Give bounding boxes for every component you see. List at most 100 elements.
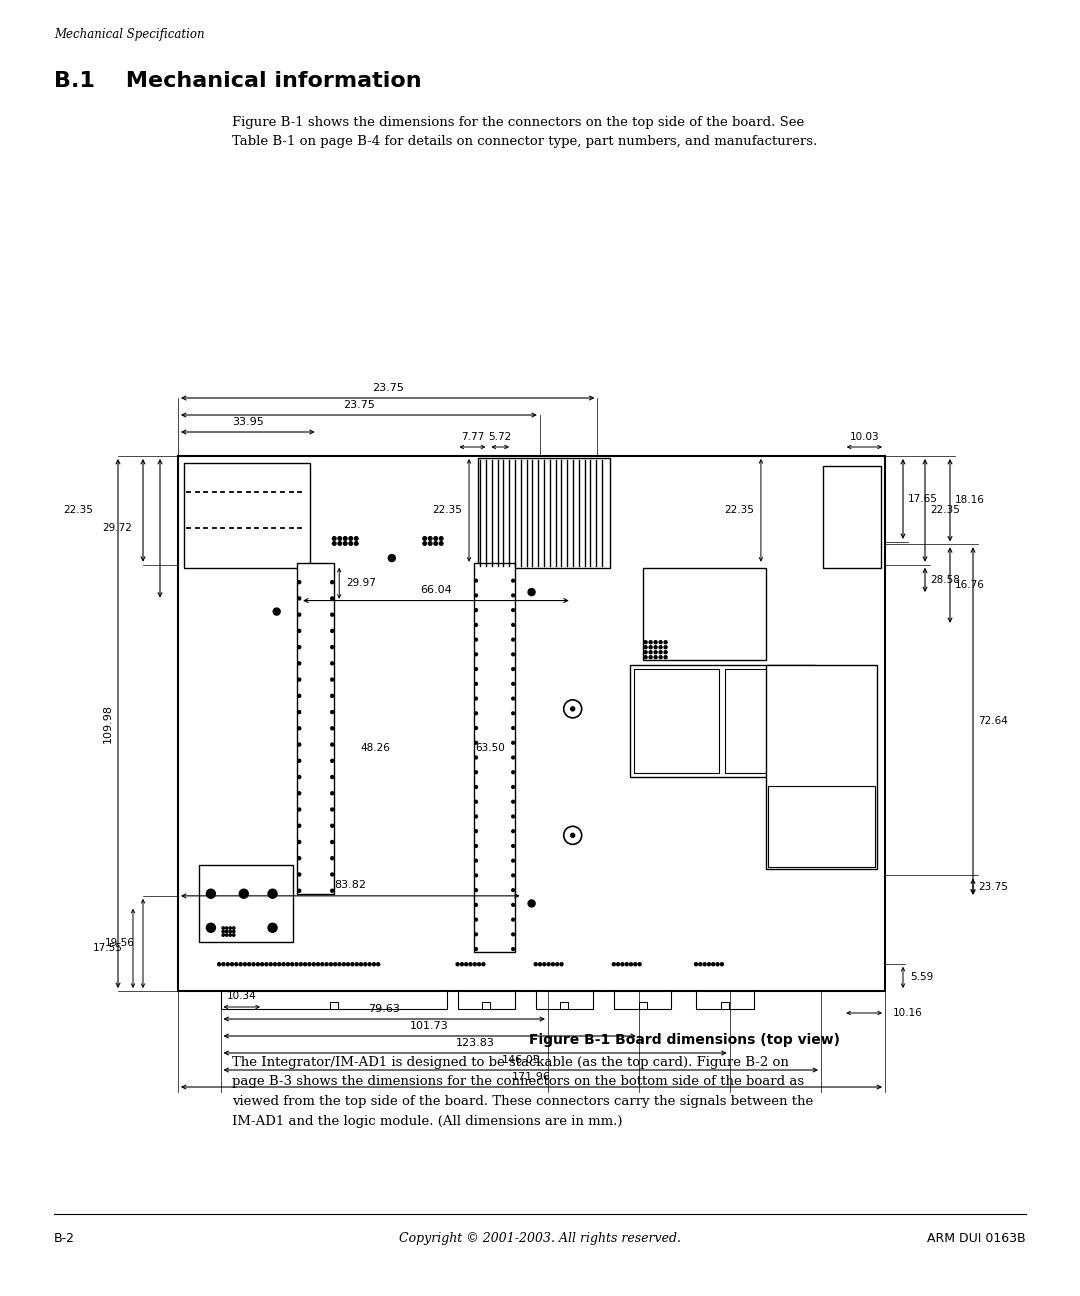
Circle shape: [291, 963, 294, 966]
Circle shape: [512, 815, 514, 818]
Circle shape: [852, 758, 854, 761]
Circle shape: [278, 963, 281, 966]
Circle shape: [630, 963, 633, 966]
Circle shape: [847, 767, 850, 770]
Circle shape: [349, 537, 352, 540]
Circle shape: [474, 829, 477, 832]
Circle shape: [659, 640, 662, 644]
Circle shape: [298, 613, 300, 616]
Text: 5.72: 5.72: [488, 432, 512, 442]
Circle shape: [474, 815, 477, 818]
Circle shape: [512, 845, 514, 848]
Circle shape: [703, 963, 706, 966]
Circle shape: [226, 963, 229, 966]
Circle shape: [282, 963, 285, 966]
Bar: [638, 1002, 647, 1010]
Circle shape: [298, 678, 300, 682]
Circle shape: [268, 923, 278, 932]
Circle shape: [338, 542, 341, 546]
Circle shape: [474, 947, 477, 950]
Circle shape: [570, 833, 575, 837]
Text: 17.55: 17.55: [93, 943, 123, 954]
Circle shape: [330, 889, 334, 892]
Circle shape: [434, 542, 437, 546]
Circle shape: [330, 695, 334, 697]
Circle shape: [474, 903, 477, 906]
Circle shape: [474, 667, 477, 670]
Text: 5.59: 5.59: [910, 972, 933, 982]
Circle shape: [343, 537, 347, 540]
Circle shape: [512, 918, 514, 921]
Circle shape: [229, 927, 231, 929]
Circle shape: [659, 651, 662, 653]
Circle shape: [852, 780, 854, 784]
Text: Copyright © 2001-2003. All rights reserved.: Copyright © 2001-2003. All rights reserv…: [399, 1232, 681, 1245]
Circle shape: [512, 653, 514, 656]
Circle shape: [474, 579, 477, 582]
Circle shape: [330, 613, 334, 616]
Bar: [823, 465, 881, 568]
Circle shape: [512, 594, 514, 596]
Circle shape: [512, 829, 514, 832]
Circle shape: [298, 807, 300, 811]
Circle shape: [474, 594, 477, 596]
Circle shape: [644, 651, 647, 653]
Text: 101.73: 101.73: [410, 1021, 449, 1032]
Circle shape: [847, 762, 850, 766]
Circle shape: [464, 963, 468, 966]
Circle shape: [364, 963, 367, 966]
Bar: [329, 1002, 338, 1010]
Text: 123.83: 123.83: [456, 1038, 495, 1048]
Circle shape: [330, 743, 334, 746]
Bar: [536, 991, 593, 1010]
Circle shape: [474, 727, 477, 730]
Text: Figure B-1 shows the dimensions for the connectors on the top side of the board.: Figure B-1 shows the dimensions for the …: [232, 117, 818, 149]
Text: 28.58: 28.58: [930, 575, 960, 584]
Circle shape: [377, 963, 380, 966]
Circle shape: [649, 645, 652, 649]
Circle shape: [528, 899, 535, 907]
Circle shape: [644, 640, 647, 644]
Circle shape: [316, 963, 320, 966]
Circle shape: [664, 651, 667, 653]
Circle shape: [232, 931, 235, 933]
Circle shape: [321, 963, 324, 966]
Circle shape: [512, 801, 514, 804]
Circle shape: [474, 712, 477, 714]
Circle shape: [247, 963, 251, 966]
Circle shape: [474, 697, 477, 700]
Circle shape: [852, 754, 854, 757]
Circle shape: [474, 638, 477, 642]
Circle shape: [649, 640, 652, 644]
Circle shape: [389, 555, 395, 561]
Circle shape: [512, 889, 514, 892]
Text: 10.16: 10.16: [893, 1008, 922, 1017]
Circle shape: [852, 776, 854, 779]
Circle shape: [221, 963, 225, 966]
Text: 48.26: 48.26: [361, 743, 390, 753]
Text: 29.97: 29.97: [347, 578, 376, 588]
Text: 23.75: 23.75: [978, 881, 1008, 892]
Circle shape: [226, 931, 228, 933]
Text: 19.56: 19.56: [105, 938, 135, 949]
Circle shape: [298, 792, 300, 794]
Circle shape: [720, 963, 724, 966]
Circle shape: [298, 759, 300, 762]
Circle shape: [330, 792, 334, 794]
Circle shape: [423, 542, 427, 546]
Circle shape: [659, 645, 662, 649]
Circle shape: [333, 537, 336, 540]
Text: B.1    Mechanical information: B.1 Mechanical information: [54, 71, 421, 91]
Bar: [643, 568, 766, 660]
Circle shape: [625, 963, 629, 966]
Circle shape: [330, 678, 334, 682]
Circle shape: [654, 645, 657, 649]
Circle shape: [298, 662, 300, 665]
Circle shape: [847, 758, 850, 761]
Circle shape: [330, 857, 334, 859]
Circle shape: [512, 947, 514, 950]
Circle shape: [373, 963, 376, 966]
Text: 171.96: 171.96: [512, 1072, 551, 1082]
Circle shape: [512, 623, 514, 626]
Circle shape: [512, 859, 514, 862]
